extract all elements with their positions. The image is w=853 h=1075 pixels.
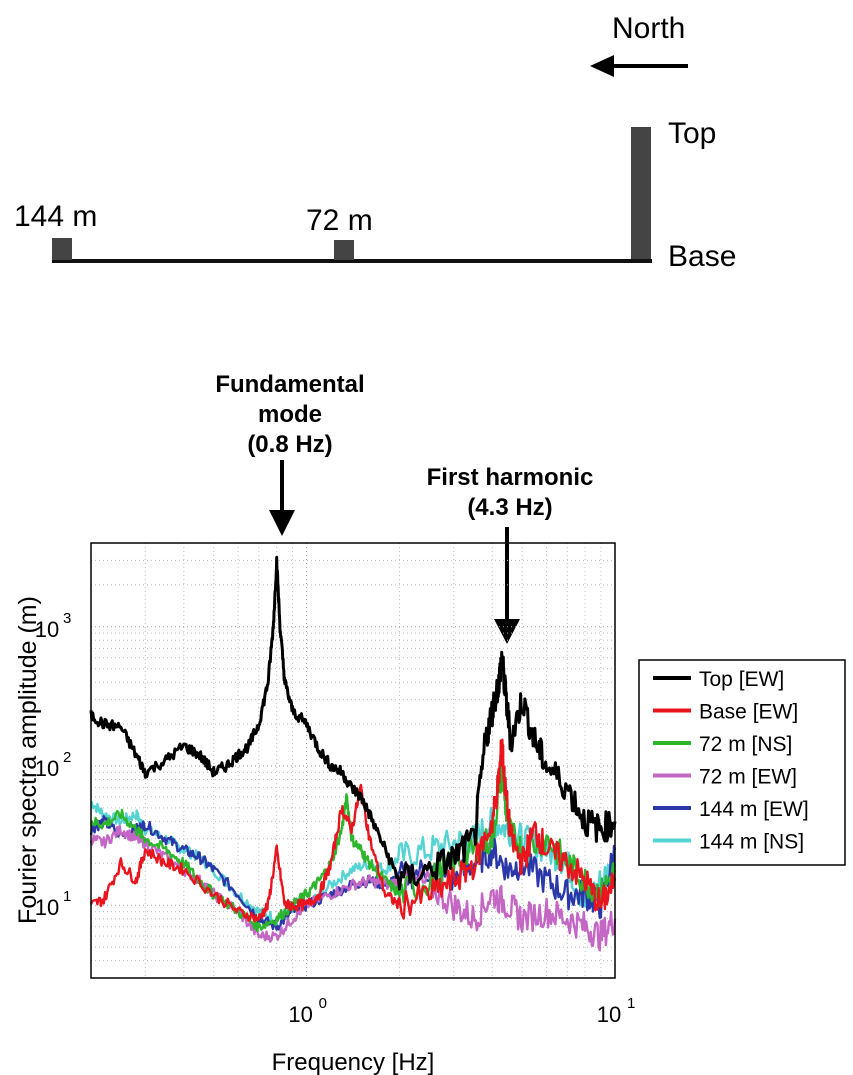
tower-bar (631, 127, 651, 262)
legend-label-1: Base [EW] (699, 701, 798, 724)
x-tick-label-1: 10 (597, 1002, 621, 1027)
y-tick-label-2: 10 (35, 617, 59, 642)
legend: Top [EW] Base [EW] 72 m [NS] 72 m [EW] 144 m… (638, 659, 846, 866)
fundamental-line-3: (0.8 Hz) (247, 431, 333, 458)
harmonic-line-1: First harmonic (426, 464, 594, 491)
top-label: Top (668, 117, 717, 150)
north-arrow-icon (590, 55, 688, 77)
fundamental-annotation: Fundamental mode (0.8 Hz) (190, 370, 390, 460)
legend-label-0: Top [EW] (699, 668, 784, 691)
ground-line (52, 259, 652, 263)
y-tick-label-0: 10 (35, 895, 59, 920)
base-label: Base (668, 240, 737, 273)
fundamental-line-2: mode (257, 401, 322, 428)
series-lines (89, 555, 617, 952)
y-tick-exp-2: 3 (63, 610, 71, 627)
station-72-marker (334, 240, 354, 260)
y-axis-label: Fourier spectra amplitude (m) (14, 596, 42, 924)
legend-label-5: 144 m [NS] (699, 831, 804, 854)
ticks: 10 0 10 110 110 210 3 (35, 610, 636, 1027)
fundamental-arrow-icon (269, 460, 295, 536)
x-tick-exp-0: 0 (319, 995, 327, 1012)
fundamental-line-1: Fundamental (215, 371, 365, 398)
y-tick-exp-0: 1 (63, 888, 71, 905)
legend-box (638, 659, 846, 866)
y-tick-exp-1: 2 (63, 749, 71, 766)
y-tick-label-1: 10 (35, 756, 59, 781)
legend-label-2: 72 m [NS] (699, 733, 792, 756)
x-axis-label: Frequency [Hz] (272, 1049, 435, 1075)
station-144-label: 144 m (14, 200, 98, 233)
north-label: North (612, 12, 686, 45)
series-line-0 (89, 555, 617, 891)
plot-frame (90, 542, 616, 979)
harmonic-line-2: (4.3 Hz) (467, 494, 553, 521)
series-line-3 (89, 824, 617, 952)
legend-label-4: 144 m [EW] (699, 798, 809, 821)
x-tick-label-0: 10 (288, 1002, 312, 1027)
x-tick-exp-1: 1 (627, 995, 635, 1012)
series-line-1 (89, 738, 617, 923)
station-144-marker (52, 238, 72, 260)
legend-label-3: 72 m [EW] (699, 766, 797, 789)
station-72-label: 72 m (306, 204, 373, 237)
harmonic-annotation: First harmonic (4.3 Hz) (405, 463, 615, 523)
